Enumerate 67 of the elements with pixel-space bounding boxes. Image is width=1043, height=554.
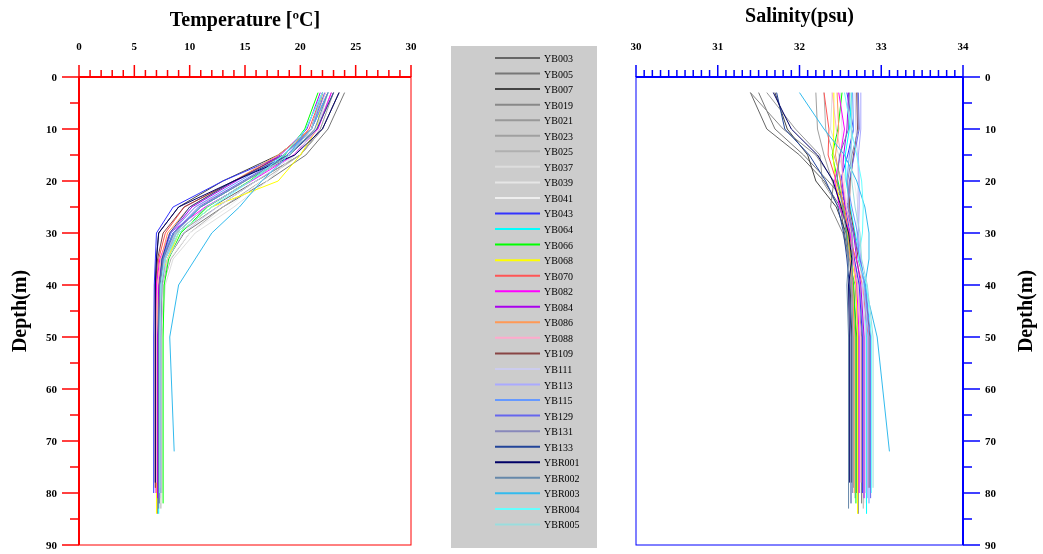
legend-label: YBR005 <box>544 519 580 531</box>
legend-label: YB133 <box>544 441 573 453</box>
legend-label: YB003 <box>544 53 573 64</box>
x-tick-label: 10 <box>184 40 196 52</box>
x-tick-label: 34 <box>957 40 969 52</box>
x-tick-label: 5 <box>131 40 138 52</box>
x-tick-label: 0 <box>76 40 83 52</box>
legend-label: YB082 <box>544 286 573 298</box>
chart-title: Temperature [ºC] <box>169 8 321 31</box>
y-tick-label: 40 <box>46 279 58 291</box>
x-tick-label: 32 <box>794 40 806 52</box>
legend-label: YB005 <box>544 68 573 80</box>
y-tick-label: 20 <box>985 175 997 187</box>
legend-label: YB115 <box>544 395 573 407</box>
y-tick-label: 40 <box>985 279 997 291</box>
x-tick-label: 25 <box>350 40 362 52</box>
legend-label: YB129 <box>544 410 573 422</box>
y-axis-title: Depth(m) <box>1014 269 1037 353</box>
legend-label: YB113 <box>544 379 573 391</box>
x-tick-label: 31 <box>712 40 724 52</box>
legend-label: YB019 <box>544 99 573 111</box>
legend-label: YBR002 <box>544 472 580 484</box>
legend-label: YB043 <box>544 208 573 220</box>
y-tick-label: 80 <box>985 487 997 499</box>
legend-label: YB037 <box>544 161 573 173</box>
legend-label: YB070 <box>544 270 573 282</box>
y-tick-label: 20 <box>46 175 58 187</box>
legend-label: YB109 <box>544 348 573 360</box>
legend-label: YB068 <box>544 255 573 267</box>
legend-label: YB007 <box>544 84 573 96</box>
y-axis-title: Depth(m) <box>8 269 31 353</box>
y-tick-label: 60 <box>46 383 58 395</box>
y-tick-label: 50 <box>985 331 997 343</box>
legend-label: YB039 <box>544 177 573 189</box>
y-tick-label: 70 <box>46 435 58 447</box>
legend-label: YB111 <box>544 363 573 375</box>
y-tick-label: 90 <box>985 539 997 551</box>
y-tick-label: 90 <box>46 539 58 551</box>
legend-label: YB023 <box>544 130 573 142</box>
legend-label: YB088 <box>544 332 573 344</box>
legend-label: YBR004 <box>544 503 580 515</box>
legend-label: YB021 <box>544 115 573 127</box>
legend-label: YB086 <box>544 317 573 329</box>
legend-label: YBR001 <box>544 457 580 469</box>
chart-title: Salinity(psu) <box>745 4 854 27</box>
legend-label: YB064 <box>544 224 573 236</box>
x-tick-label: 33 <box>875 40 888 52</box>
y-tick-label: 0 <box>985 71 991 83</box>
y-tick-label: 70 <box>985 435 997 447</box>
y-tick-label: 10 <box>46 123 58 135</box>
x-tick-label: 30 <box>405 40 417 52</box>
legend-label: YB041 <box>544 192 573 204</box>
legend-label: YB131 <box>544 426 573 438</box>
legend-label: YB084 <box>544 301 573 313</box>
x-tick-label: 20 <box>294 40 307 52</box>
y-tick-label: 50 <box>46 331 58 343</box>
legend-label: YB025 <box>544 146 573 158</box>
x-tick-label: 30 <box>630 40 642 52</box>
y-tick-label: 30 <box>46 227 58 239</box>
y-tick-label: 0 <box>51 71 58 83</box>
y-tick-label: 80 <box>46 487 58 499</box>
legend-label: YBR003 <box>544 488 580 500</box>
x-tick-label: 15 <box>239 40 251 52</box>
y-tick-label: 30 <box>985 227 997 239</box>
legend-label: YB066 <box>544 239 573 251</box>
y-tick-label: 10 <box>985 123 997 135</box>
y-tick-label: 60 <box>985 383 997 395</box>
